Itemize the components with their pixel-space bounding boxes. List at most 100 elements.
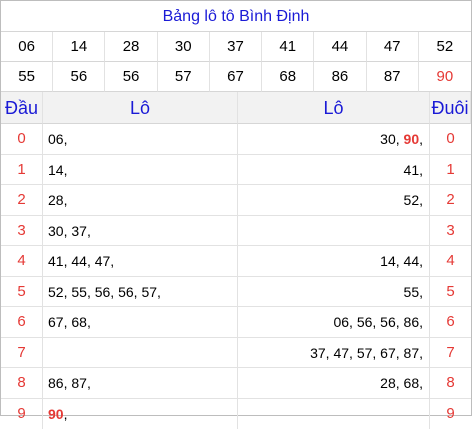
result-number: 68 — [262, 62, 314, 92]
dau-digit: 4 — [1, 246, 43, 277]
dau-digit: 3 — [1, 216, 43, 247]
lo-left-cell: 86, 87, — [43, 368, 238, 399]
loto-number: 90 — [48, 406, 64, 422]
result-number: 57 — [158, 62, 210, 92]
loto-number: 41 — [48, 253, 64, 269]
loto-number: 55 — [404, 284, 420, 300]
loto-number: 56 — [380, 314, 396, 330]
result-number: 86 — [314, 62, 366, 92]
result-number: 28 — [105, 32, 157, 62]
dau-digit: 2 — [1, 185, 43, 216]
duoi-digit: 2 — [430, 185, 471, 216]
loto-number: 56 — [95, 284, 111, 300]
loto-number: 86 — [48, 375, 64, 391]
result-number: 67 — [210, 62, 262, 92]
result-number: 90 — [419, 62, 471, 92]
duoi-digit: 9 — [430, 399, 471, 429]
result-number: 44 — [314, 32, 366, 62]
loto-number: 56 — [118, 284, 134, 300]
header-dau: Đầu — [1, 92, 43, 124]
loto-number: 47 — [333, 345, 349, 361]
lo-right-cell: 41, — [238, 155, 430, 186]
lo-left-cell: 06, — [43, 124, 238, 155]
header-lo-right: Lô — [238, 92, 430, 124]
lo-right-cell: 28, 68, — [238, 368, 430, 399]
lo-left-cell: 90, — [43, 399, 238, 429]
loto-number: 68 — [404, 375, 420, 391]
loto-number: 37 — [71, 223, 87, 239]
result-number: 14 — [53, 32, 105, 62]
lo-left-cell: 28, — [43, 185, 238, 216]
duoi-digit: 7 — [430, 338, 471, 369]
header-lo-left: Lô — [43, 92, 238, 124]
loto-number: 30 — [380, 131, 396, 147]
duoi-digit: 4 — [430, 246, 471, 277]
result-number: 06 — [1, 32, 53, 62]
board-title: Bảng lô tô Bình Định — [1, 1, 471, 32]
loto-number: 06 — [333, 314, 349, 330]
loto-number: 28 — [48, 192, 64, 208]
result-number: 56 — [53, 62, 105, 92]
lo-left-cell: 14, — [43, 155, 238, 186]
lo-right-cell: 37, 47, 57, 67, 87, — [238, 338, 430, 369]
duoi-digit: 0 — [430, 124, 471, 155]
result-number: 41 — [262, 32, 314, 62]
loto-number: 90 — [404, 131, 420, 147]
loto-number: 52 — [404, 192, 420, 208]
dau-digit: 5 — [1, 277, 43, 308]
loto-number: 47 — [95, 253, 111, 269]
dau-digit: 0 — [1, 124, 43, 155]
loto-number: 87 — [71, 375, 87, 391]
duoi-digit: 8 — [430, 368, 471, 399]
loto-number: 44 — [71, 253, 87, 269]
loto-number: 06 — [48, 131, 64, 147]
lo-right-cell: 30, 90, — [238, 124, 430, 155]
loto-number: 52 — [48, 284, 64, 300]
result-number: 56 — [105, 62, 157, 92]
loto-number: 44 — [404, 253, 420, 269]
loto-number: 56 — [357, 314, 373, 330]
loto-number: 87 — [404, 345, 420, 361]
lo-right-cell: 06, 56, 56, 86, — [238, 307, 430, 338]
lo-left-cell: 30, 37, — [43, 216, 238, 247]
result-number: 30 — [158, 32, 210, 62]
loto-number: 86 — [404, 314, 420, 330]
loto-number: 55 — [71, 284, 87, 300]
loto-number: 57 — [141, 284, 157, 300]
header-duoi: Đuôi — [430, 92, 471, 124]
dau-digit: 9 — [1, 399, 43, 429]
lo-right-cell: 52, — [238, 185, 430, 216]
loto-number: 30 — [48, 223, 64, 239]
loto-number: 14 — [48, 162, 64, 178]
duoi-digit: 1 — [430, 155, 471, 186]
lo-right-cell — [238, 399, 430, 429]
duoi-digit: 5 — [430, 277, 471, 308]
lo-left-cell: 41, 44, 47, — [43, 246, 238, 277]
result-number: 87 — [367, 62, 419, 92]
loto-number: 67 — [380, 345, 396, 361]
dau-digit: 8 — [1, 368, 43, 399]
lo-right-cell — [238, 216, 430, 247]
result-number: 55 — [1, 62, 53, 92]
loto-number: 28 — [380, 375, 396, 391]
lo-left-cell: 67, 68, — [43, 307, 238, 338]
duoi-digit: 6 — [430, 307, 471, 338]
loto-number: 57 — [357, 345, 373, 361]
loto-number: 67 — [48, 314, 64, 330]
dau-digit: 7 — [1, 338, 43, 369]
lo-right-cell: 14, 44, — [238, 246, 430, 277]
duoi-digit: 3 — [430, 216, 471, 247]
dau-digit: 1 — [1, 155, 43, 186]
loto-number: 14 — [380, 253, 396, 269]
lo-left-cell — [43, 338, 238, 369]
result-number: 37 — [210, 32, 262, 62]
loto-number: 68 — [71, 314, 87, 330]
result-number: 47 — [367, 32, 419, 62]
result-number: 52 — [419, 32, 471, 62]
loto-number: 41 — [404, 162, 420, 178]
loto-number: 37 — [310, 345, 326, 361]
dau-digit: 6 — [1, 307, 43, 338]
